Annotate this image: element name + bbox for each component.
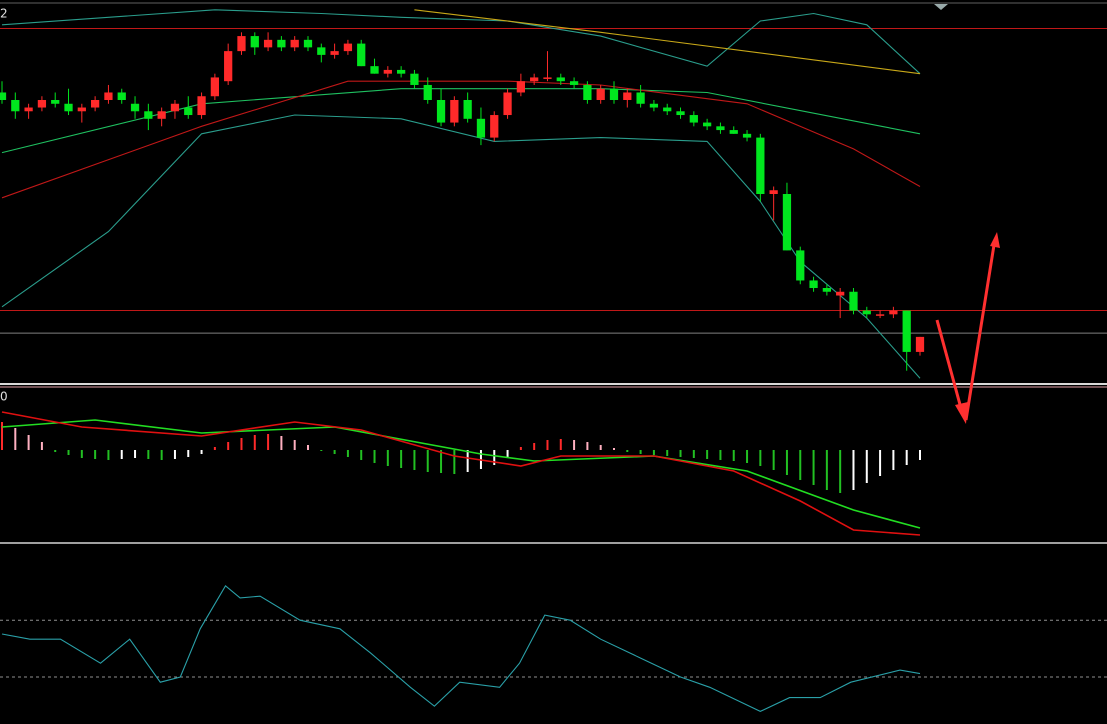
candle-body [450, 100, 459, 123]
candle-body [463, 100, 472, 119]
candle-body [663, 107, 672, 112]
line-series [1, 88, 921, 154]
candle-body [130, 103, 140, 112]
candle-body [530, 77, 539, 82]
line-series [1, 411, 921, 536]
line-series [1, 80, 921, 199]
candle-body [436, 100, 446, 123]
candle-body [277, 39, 286, 48]
corner-label: 0 [0, 390, 8, 404]
candle-body [729, 130, 738, 134]
candle-body [343, 43, 353, 52]
candle-body [742, 133, 752, 138]
candle-body [290, 39, 299, 48]
candle-body [676, 111, 685, 116]
arrow-down [935, 319, 964, 413]
marker [934, 4, 948, 10]
candle-body [383, 69, 392, 74]
candle-body [250, 36, 259, 48]
candle-body [756, 137, 765, 194]
candle-body [170, 103, 180, 112]
candle-body [51, 100, 60, 104]
candle-body [915, 336, 925, 352]
candle-body [889, 310, 898, 315]
arrow-head [990, 232, 1000, 248]
candle-body [716, 126, 725, 131]
candle-body [370, 66, 379, 74]
candle-body [623, 92, 632, 100]
candle-body [91, 100, 100, 108]
line-series [1, 114, 921, 379]
candle-body [849, 291, 858, 311]
candle-body [77, 107, 86, 112]
candle-body [184, 107, 193, 116]
candle-body [490, 115, 499, 138]
candle-body [11, 100, 20, 112]
corner-label: 2 [0, 7, 8, 21]
candle-body [516, 81, 525, 93]
candle-body [796, 250, 805, 281]
candle-body [556, 77, 565, 82]
candle-body [609, 88, 619, 100]
candle-body [649, 103, 659, 108]
candle-body [423, 84, 432, 100]
arrow-head [955, 402, 968, 424]
candle-body [237, 36, 246, 52]
candle-body [689, 115, 698, 123]
candle-body [596, 88, 605, 100]
candle-body [476, 118, 486, 138]
arrow-up [964, 244, 996, 421]
candle-body [836, 291, 845, 296]
candle-body [37, 100, 47, 108]
candle-body [303, 39, 313, 48]
candle-body [782, 194, 792, 251]
candle-body [569, 81, 579, 85]
candle-body [410, 73, 419, 85]
candle-body [583, 84, 592, 100]
candle-body [64, 103, 73, 112]
line-series [414, 9, 921, 75]
candle-body [197, 96, 206, 116]
candle-body [357, 43, 366, 67]
candle-body [809, 280, 818, 288]
candle-body [24, 107, 33, 112]
candle-body [157, 111, 166, 119]
candle-body [503, 92, 512, 116]
candle-body [862, 310, 871, 315]
candle-body [902, 310, 911, 352]
line-series [1, 9, 921, 75]
annotation-arrow [935, 244, 996, 421]
candle-body [117, 92, 126, 100]
candle-body [144, 111, 153, 119]
candle-body [397, 69, 406, 74]
candle-body [263, 39, 273, 48]
plot [0, 9, 1107, 713]
candle-body [104, 92, 113, 100]
candle-body [224, 51, 233, 82]
line-series [1, 419, 921, 529]
candle-body [317, 47, 326, 55]
candle-body [703, 122, 712, 127]
candle-body [875, 314, 885, 316]
line-series [1, 584, 921, 713]
candle-body [330, 51, 339, 55]
candle-body [636, 92, 645, 104]
candle-body [210, 77, 219, 97]
candle-body [769, 190, 778, 194]
candle-body [822, 288, 831, 292]
candle-body [543, 77, 552, 79]
candle-body [0, 92, 7, 100]
